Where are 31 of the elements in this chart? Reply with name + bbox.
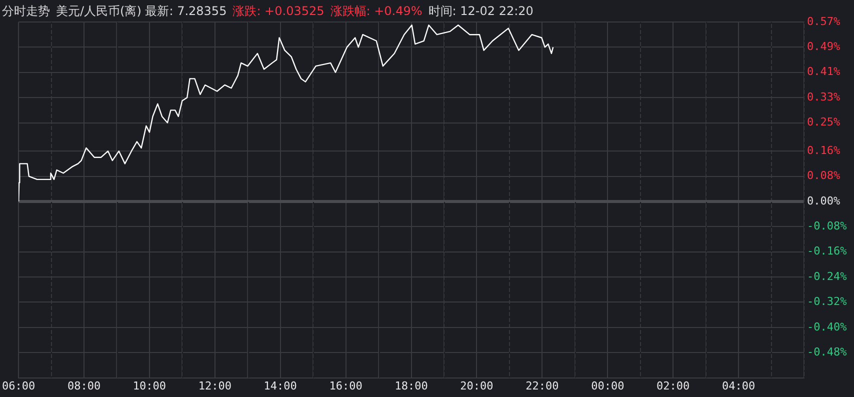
x-tick-label: 16:00 [329, 379, 362, 392]
y-tick-label: 0.25% [807, 116, 840, 129]
y-tick-label: 0.49% [807, 40, 840, 54]
y-tick-label: -0.40% [807, 320, 848, 334]
y-tick-label: -0.32% [807, 295, 848, 308]
y-tick-label: 0.41% [807, 65, 840, 78]
y-tick-label: -0.16% [807, 244, 848, 258]
text: 涨跌幅: +0.49% [330, 4, 422, 18]
y-tick-label: 0.16% [807, 144, 840, 157]
x-tick-label: 04:00 [722, 379, 756, 392]
y-tick-label: 0.33% [807, 90, 840, 104]
y-tick-label: 0.00% [807, 194, 840, 208]
text: 美元/人民币(离) 最新: 7.28355 [56, 4, 227, 18]
y-tick-label: -0.08% [807, 220, 848, 233]
x-tick-label: 22:00 [526, 379, 559, 392]
y-tick-label: -0.24% [807, 270, 848, 283]
text: 时间: 12-02 22:20 [428, 4, 534, 18]
chart-title: 分时走势 [2, 4, 50, 18]
x-tick-label: 10:00 [132, 379, 166, 392]
y-tick-label: 0.57% [807, 14, 840, 28]
y-tick-label: 0.08% [807, 169, 840, 182]
x-tick-label: 08:00 [67, 379, 101, 392]
x-tick-label: 06:00 [2, 379, 36, 392]
x-tick-label: 20:00 [460, 379, 494, 392]
x-tick-label: 18:00 [394, 379, 428, 392]
x-tick-label: 02:00 [656, 379, 690, 392]
x-tick-label: 00:00 [591, 379, 624, 392]
text: 涨跌: +0.03525 [232, 4, 324, 18]
x-tick-label: 12:00 [198, 379, 232, 392]
x-tick-label: 14:00 [264, 379, 297, 392]
y-tick-label: -0.48% [807, 345, 848, 358]
